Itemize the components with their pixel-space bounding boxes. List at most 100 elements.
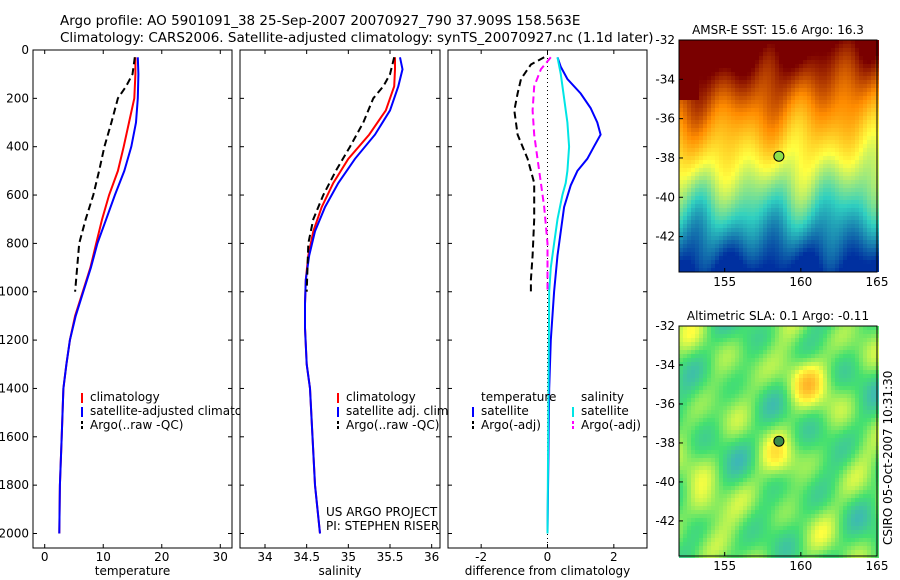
map-cell [839,422,843,426]
map-cell [719,212,723,216]
map-cell [831,458,835,462]
map-cell [771,418,775,422]
map-cell [703,188,707,192]
map-cell [803,358,807,362]
map-cell [687,76,691,80]
map-cell [743,156,747,160]
map-cell [747,326,751,330]
map-cell [715,248,719,252]
map-cell [711,172,715,176]
map-cell [791,374,795,378]
map-cell [767,342,771,346]
map-cell [731,80,735,84]
map-cell [839,442,843,446]
map-cell [859,108,863,112]
map-cell [871,402,875,406]
map-cell [739,342,743,346]
map-cell [739,426,743,430]
map-cell [779,188,783,192]
map-cell [683,334,687,338]
map-cell [851,240,855,244]
map-cell [695,116,699,120]
map-cell [787,104,791,108]
map-cell [763,450,767,454]
map-cell [799,220,803,224]
map-cell [815,88,819,92]
map-cell [835,104,839,108]
map-cell [831,128,835,132]
map-cell [787,180,791,184]
x-tick-label: 34 [257,550,272,564]
map-cell [683,410,687,414]
map-cell [791,108,795,112]
map-cell [703,474,707,478]
map-cell [683,326,687,330]
map-cell [787,100,791,104]
map-cell [775,418,779,422]
map-cell [715,232,719,236]
map-cell [723,220,727,224]
map-cell [739,434,743,438]
map-cell [851,172,855,176]
map-cell [767,144,771,148]
map-cell [827,204,831,208]
map-cell [867,64,871,68]
map-cell [807,330,811,334]
map-cell [871,152,875,156]
map-cell [743,386,747,390]
map-cell [871,260,875,264]
map-cell [843,466,847,470]
map-cell [815,124,819,128]
map-cell [779,192,783,196]
series-line-satelliteadjclim [304,57,404,534]
legend-label: Argo(-adj) [581,418,641,432]
map-cell [847,216,851,220]
map-cell [799,212,803,216]
map-cell [743,466,747,470]
map-cell [731,406,735,410]
map-cell [827,64,831,68]
map-cell [835,84,839,88]
map-cell [711,342,715,346]
map-cell [859,422,863,426]
map-cell [707,212,711,216]
map-cell [787,366,791,370]
map-cell [775,48,779,52]
map-cell [779,220,783,224]
map-cell [711,96,715,100]
map-cell [723,124,727,128]
map-cell [871,362,875,366]
map-cell [819,100,823,104]
map-cell [707,136,711,140]
map-cell [867,76,871,80]
map-cell [715,228,719,232]
map-cell [707,378,711,382]
map-cell [711,248,715,252]
map-cell [759,346,763,350]
map-cell [839,212,843,216]
map-cell [847,260,851,264]
map-cell [815,462,819,466]
map-cell [759,422,763,426]
map-cell [791,244,795,248]
map-cell [771,394,775,398]
map-cell [775,184,779,188]
map-cell [727,248,731,252]
map-cell [855,406,859,410]
map-cell [751,474,755,478]
map-cell [819,112,823,116]
map-cell [795,244,799,248]
map-cell [735,338,739,342]
map-cell [723,72,727,76]
map-cell [711,256,715,260]
map-cell [839,188,843,192]
map-cell [687,184,691,188]
map-cell [827,378,831,382]
map-cell [811,124,815,128]
map-cell [779,466,783,470]
map-cell [679,104,683,108]
map-cell [823,128,827,132]
map-cell [823,136,827,140]
map-cell [855,184,859,188]
